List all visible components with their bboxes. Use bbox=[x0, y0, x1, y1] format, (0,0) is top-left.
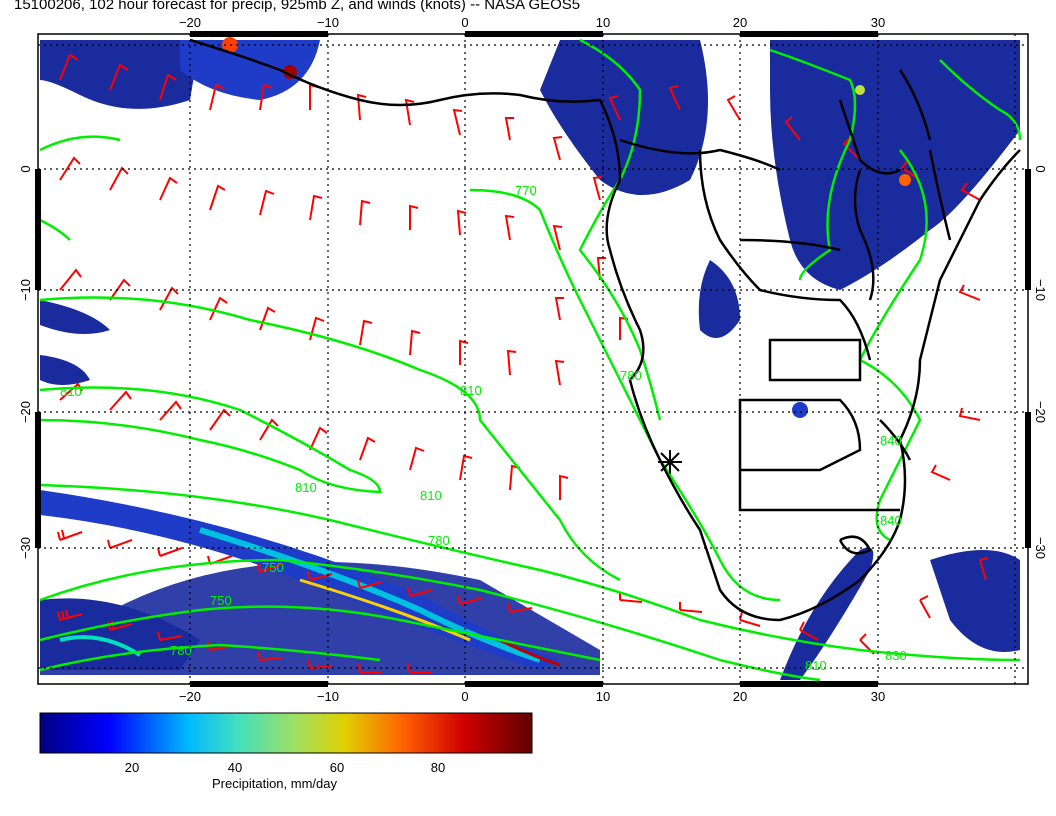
contour-label: 840 bbox=[880, 433, 902, 448]
contour-label: 750 bbox=[210, 593, 232, 608]
colorbar-tick: 20 bbox=[125, 760, 139, 775]
lon-tick-top: 30 bbox=[871, 15, 885, 30]
lat-tick-left: 0 bbox=[18, 165, 33, 172]
lon-tick-bottom: 20 bbox=[733, 689, 747, 704]
colorbar-tick: 80 bbox=[431, 760, 445, 775]
lat-tick-right: −30 bbox=[1033, 537, 1048, 559]
contour-label: 780 bbox=[428, 533, 450, 548]
lon-tick-bottom: 0 bbox=[461, 689, 468, 704]
lon-tick-bottom: −20 bbox=[179, 689, 201, 704]
colorbar-tick: 60 bbox=[330, 760, 344, 775]
lat-tick-left: −30 bbox=[18, 537, 33, 559]
colorbar: 20 40 60 80 bbox=[39, 712, 533, 775]
lat-tick-left: −10 bbox=[18, 279, 33, 301]
contour-label: 810 bbox=[420, 488, 442, 503]
lon-tick-top: 20 bbox=[733, 15, 747, 30]
lat-tick-left: −20 bbox=[18, 401, 33, 423]
lat-tick-right: −10 bbox=[1033, 279, 1048, 301]
contour-label: 780 bbox=[170, 643, 192, 658]
height-contours bbox=[39, 38, 1022, 682]
contour-label: 810 bbox=[460, 383, 482, 398]
lon-tick-top: 10 bbox=[596, 15, 610, 30]
contour-label: 830 bbox=[885, 648, 907, 663]
contour-label: 810 bbox=[805, 658, 827, 673]
lat-tick-right: 0 bbox=[1033, 165, 1048, 172]
lon-tick-bottom: −10 bbox=[317, 689, 339, 704]
contour-label: 770 bbox=[515, 183, 537, 198]
lat-tick-right: −20 bbox=[1033, 401, 1048, 423]
lon-tick-bottom: 30 bbox=[871, 689, 885, 704]
location-marker bbox=[658, 450, 682, 474]
graticule bbox=[38, 34, 1028, 684]
lon-tick-bottom: 10 bbox=[596, 689, 610, 704]
map-title: 15100206, 102 hour forecast for precip, … bbox=[14, 0, 581, 13]
contour-label: 750 bbox=[262, 560, 284, 575]
contour-label: 810 bbox=[295, 480, 317, 495]
contour-label: 840 bbox=[880, 513, 902, 528]
lon-tick-top: 0 bbox=[461, 15, 468, 30]
contour-label: 810 bbox=[60, 384, 82, 399]
lon-tick-top: −10 bbox=[317, 15, 339, 30]
contour-label: 780 bbox=[620, 368, 642, 383]
wind-barbs bbox=[57, 53, 989, 673]
colorbar-label: Precipitation, mm/day bbox=[212, 776, 337, 791]
precip-field bbox=[40, 37, 1020, 680]
colorbar-tick: 40 bbox=[228, 760, 242, 775]
lon-tick-top: −20 bbox=[179, 15, 201, 30]
colorbar-scale bbox=[39, 712, 533, 754]
